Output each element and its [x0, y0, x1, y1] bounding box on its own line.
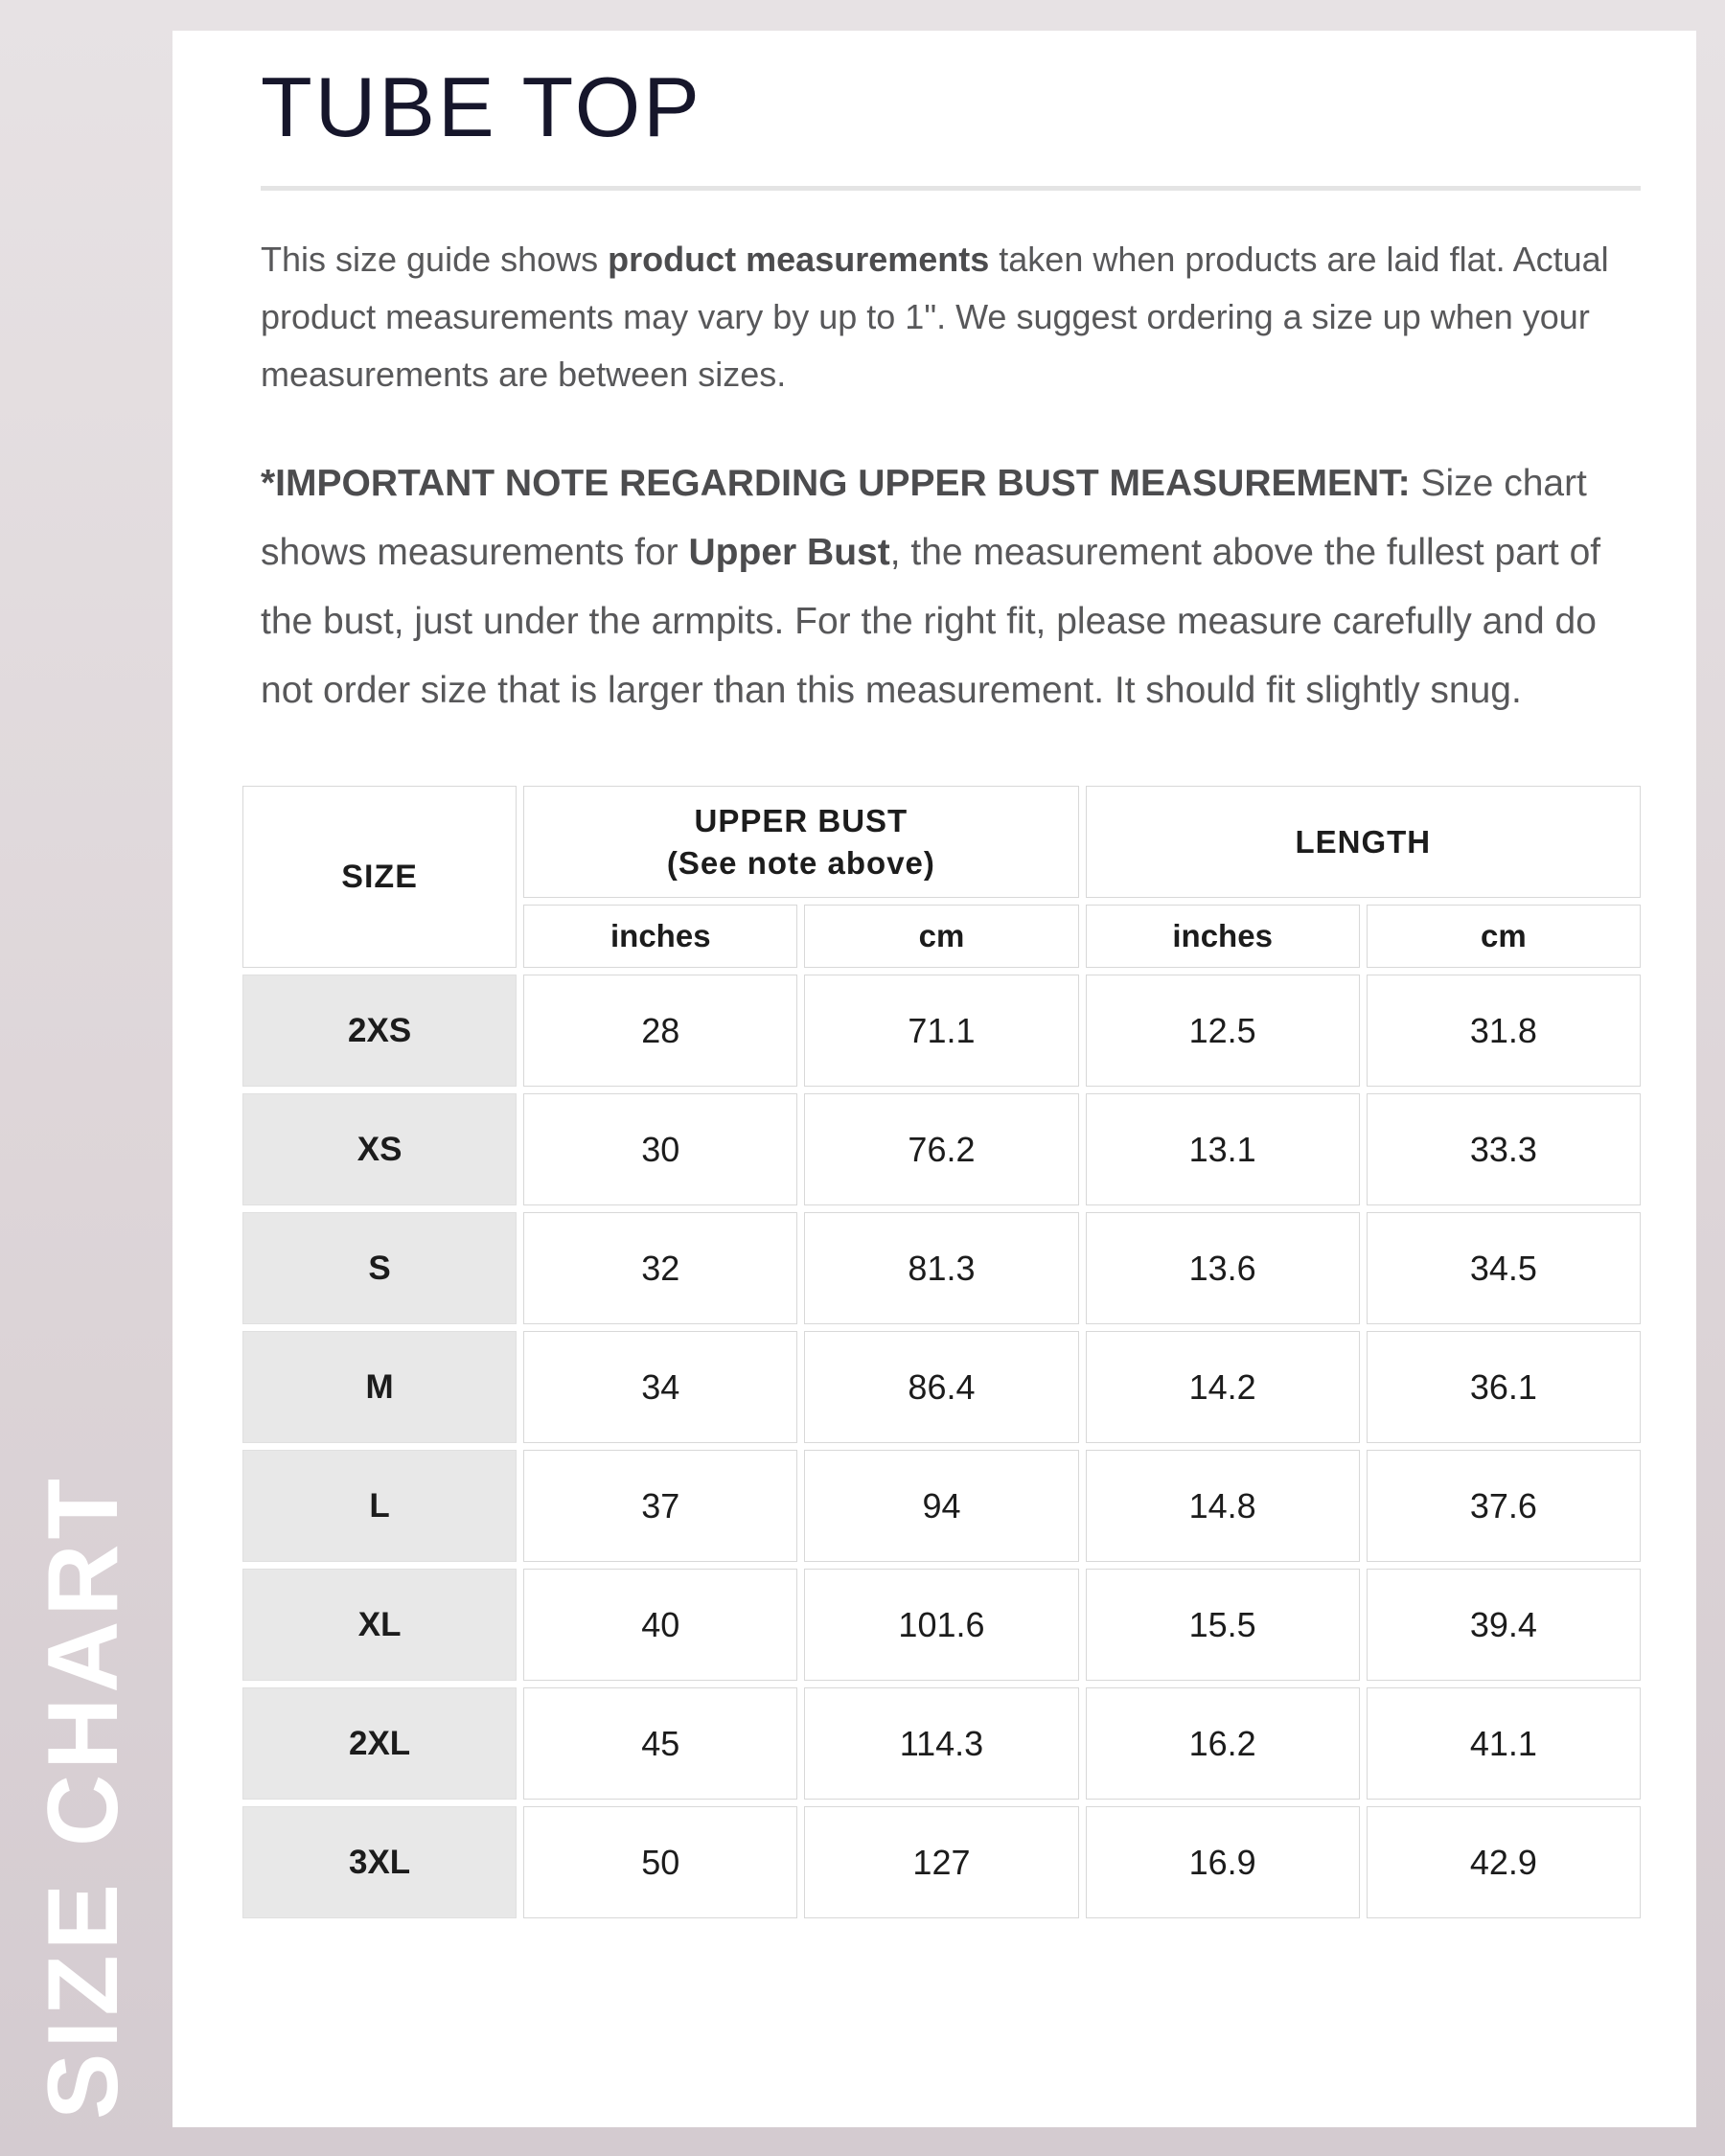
value-cell: 40	[523, 1569, 798, 1681]
size-column-header: SIZE	[242, 786, 518, 968]
value-cell: 94	[804, 1450, 1079, 1562]
intro-text-post: taken when products are laid flat. Actua…	[261, 240, 1609, 394]
note-text-pre: Size chart shows measurements for	[261, 463, 1587, 573]
size-label-cell: M	[242, 1331, 518, 1443]
intro-paragraph: This size guide shows product measuremen…	[261, 231, 1645, 403]
value-cell: 16.9	[1085, 1806, 1360, 1918]
table-row: XL 40 101.6 15.5 39.4	[242, 1569, 1641, 1681]
value-cell: 114.3	[804, 1687, 1079, 1800]
value-cell: 71.1	[804, 975, 1079, 1087]
intro-text-bold: product measurements	[608, 240, 990, 279]
value-cell: 14.2	[1085, 1331, 1360, 1443]
value-cell: 127	[804, 1806, 1079, 1918]
value-cell: 32	[523, 1212, 798, 1324]
table-row: S 32 81.3 13.6 34.5	[242, 1212, 1641, 1324]
unit-header-upper-bust-cm: cm	[804, 905, 1079, 968]
unit-header-upper-bust-inches: inches	[523, 905, 798, 968]
value-cell: 45	[523, 1687, 798, 1800]
value-cell: 14.8	[1085, 1450, 1360, 1562]
value-cell: 28	[523, 975, 798, 1087]
unit-header-length-cm: cm	[1366, 905, 1641, 968]
value-cell: 39.4	[1366, 1569, 1641, 1681]
size-table: SIZE UPPER BUST (See note above) LENGTH …	[236, 779, 1647, 1925]
note-text-post: , the measurement above the fullest part…	[261, 532, 1601, 711]
title-divider	[261, 186, 1641, 191]
value-cell: 37	[523, 1450, 798, 1562]
length-group-header: LENGTH	[1085, 786, 1641, 898]
size-label-cell: 2XS	[242, 975, 518, 1087]
upper-bust-group-header: UPPER BUST (See note above)	[523, 786, 1079, 898]
table-row: 3XL 50 127 16.9 42.9	[242, 1806, 1641, 1918]
value-cell: 101.6	[804, 1569, 1079, 1681]
size-label-cell: 2XL	[242, 1687, 518, 1800]
table-row: 2XS 28 71.1 12.5 31.8	[242, 975, 1641, 1087]
note-heading: *IMPORTANT NOTE REGARDING UPPER BUST MEA…	[261, 463, 1411, 504]
size-label-cell: S	[242, 1212, 518, 1324]
value-cell: 34	[523, 1331, 798, 1443]
value-cell: 42.9	[1366, 1806, 1641, 1918]
size-label-cell: 3XL	[242, 1806, 518, 1918]
value-cell: 37.6	[1366, 1450, 1641, 1562]
value-cell: 33.3	[1366, 1093, 1641, 1205]
size-table-body: 2XS 28 71.1 12.5 31.8 XS 30 76.2 13.1 33…	[242, 975, 1641, 1918]
upper-bust-label: UPPER BUST	[694, 802, 908, 838]
value-cell: 16.2	[1085, 1687, 1360, 1800]
value-cell: 76.2	[804, 1093, 1079, 1205]
note-text-bold: Upper Bust	[688, 532, 890, 573]
value-cell: 31.8	[1366, 975, 1641, 1087]
value-cell: 30	[523, 1093, 798, 1205]
size-label-cell: L	[242, 1450, 518, 1562]
table-row: L 37 94 14.8 37.6	[242, 1450, 1641, 1562]
table-row: 2XL 45 114.3 16.2 41.1	[242, 1687, 1641, 1800]
value-cell: 86.4	[804, 1331, 1079, 1443]
unit-header-length-inches: inches	[1085, 905, 1360, 968]
table-header-row-groups: SIZE UPPER BUST (See note above) LENGTH	[242, 786, 1641, 968]
table-row: M 34 86.4 14.2 36.1	[242, 1331, 1641, 1443]
important-note-paragraph: *IMPORTANT NOTE REGARDING UPPER BUST MEA…	[261, 449, 1645, 725]
table-header-row-units: inches cm inches cm	[242, 905, 1641, 968]
value-cell: 13.1	[1085, 1093, 1360, 1205]
size-label-cell: XS	[242, 1093, 518, 1205]
value-cell: 15.5	[1085, 1569, 1360, 1681]
intro-text-pre: This size guide shows	[261, 240, 609, 279]
value-cell: 41.1	[1366, 1687, 1641, 1800]
value-cell: 12.5	[1085, 975, 1360, 1087]
length-label: LENGTH	[1295, 823, 1432, 860]
value-cell: 81.3	[804, 1212, 1079, 1324]
size-label-cell: XL	[242, 1569, 518, 1681]
value-cell: 50	[523, 1806, 798, 1918]
value-cell: 36.1	[1366, 1331, 1641, 1443]
upper-bust-sublabel: (See note above)	[666, 844, 935, 881]
table-row: XS 30 76.2 13.1 33.3	[242, 1093, 1641, 1205]
size-table-header: SIZE UPPER BUST (See note above) LENGTH …	[242, 786, 1641, 968]
page-title: TUBE TOP	[261, 59, 702, 154]
sidebar-vertical-label: SIZE CHART	[28, 1474, 139, 2120]
size-guide-card: TUBE TOP This size guide shows product m…	[172, 31, 1696, 2127]
value-cell: 13.6	[1085, 1212, 1360, 1324]
value-cell: 34.5	[1366, 1212, 1641, 1324]
